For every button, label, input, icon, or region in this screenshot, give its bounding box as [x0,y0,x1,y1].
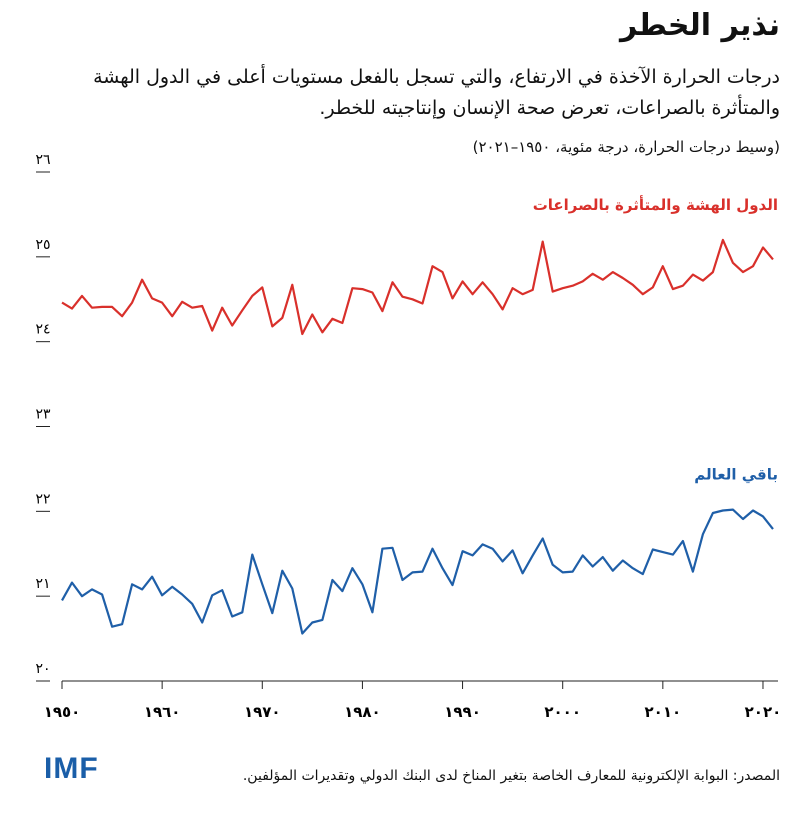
y-tick-label: ٢١ [35,576,50,592]
chart-title: نذير الخطر [619,8,780,43]
y-tick-label: ٢٤ [35,322,50,338]
logo: IMF [44,752,99,785]
x-tick-label: ١٩٩٠ [444,703,481,721]
x-tick-label: ١٩٦٠ [144,703,181,721]
y-tick-label: ٢٣ [35,407,51,423]
x-tick-label: ٢٠٠٠ [544,703,581,721]
source: المصدر: البوابة الإلكترونية للمعارف الخا… [242,768,780,784]
x-tick-label: ١٩٥٠ [44,703,81,721]
legend-label: باقي العالم [694,466,778,484]
y-tick-label: ٢٠ [35,661,50,677]
series-line [61,508,774,635]
chart-subtitle: درجات الحرارة الآخذة في الارتفاع، والتي … [93,66,780,119]
chart-note: (وسيط درجات الحرارة، درجة مئوية، ١٩٥٠–٢٠… [472,138,780,156]
y-tick-label: ٢٥ [35,237,50,253]
y-tick-label: ٢٢ [35,491,50,507]
x-tick-label: ٢٠١٠ [645,703,682,721]
series-line [61,238,774,336]
y-tick-label: ٢٦ [35,152,50,168]
x-tick-label: ٢٠٢٠ [745,703,782,721]
x-tick-label: ١٩٨٠ [344,703,381,721]
x-tick-label: ١٩٧٠ [244,703,281,721]
legend-label: الدول الهشة والمتأثرة بالصراعات [533,195,778,214]
